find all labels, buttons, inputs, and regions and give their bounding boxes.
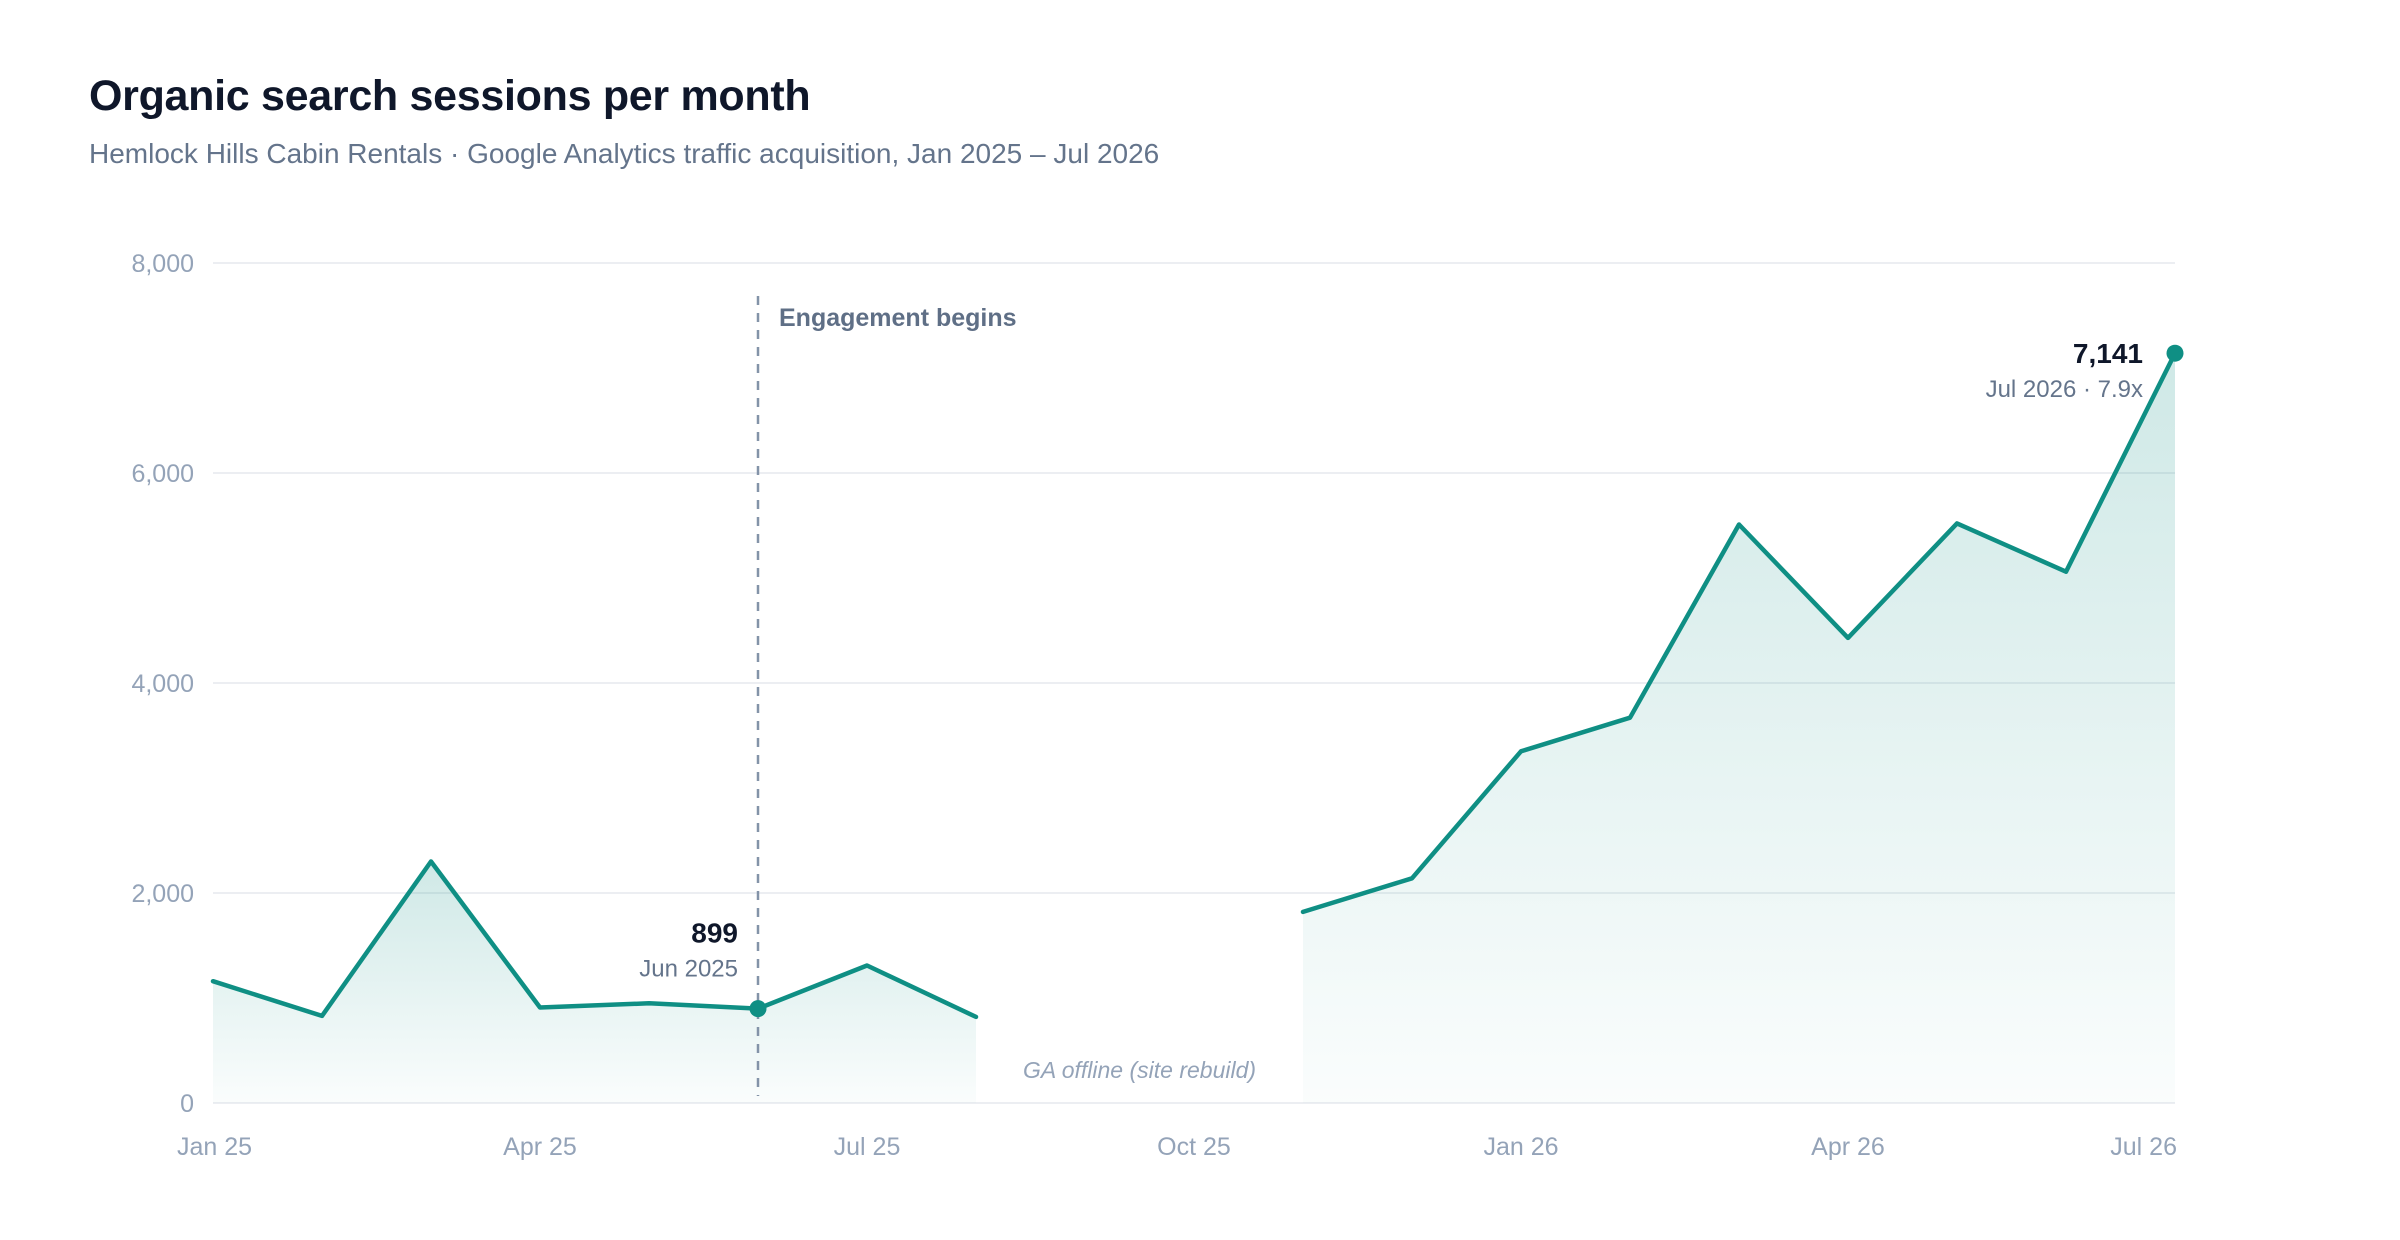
x-tick-label: Jul 25	[834, 1133, 901, 1161]
series-lines	[210, 350, 2178, 1020]
area-fill	[213, 353, 2175, 1103]
annotations: GA offline (site rebuild) 899 Jun 2025 7,14…	[639, 338, 2143, 1083]
x-tick-label: Jan 25	[177, 1133, 252, 1161]
x-axis: Jan 25 Apr 25 Jul 25 Oct 25 Jan 26 Apr 26 Jul …	[177, 1133, 2177, 1161]
gap-label: GA offline (site rebuild)	[1023, 1057, 1256, 1083]
start-point	[749, 1000, 767, 1018]
y-tick-label: 0	[180, 1090, 194, 1118]
end-value-label: 7,141	[2073, 338, 2143, 369]
series-line	[1300, 350, 2178, 915]
data-points	[749, 344, 2184, 1018]
x-tick-label: Oct 25	[1157, 1133, 1231, 1161]
y-tick-label: 2,000	[131, 880, 194, 908]
chart-subtitle: Hemlock Hills Cabin Rentals · Google Ana…	[89, 138, 1160, 169]
y-tick-label: 4,000	[131, 670, 194, 698]
x-tick-label: Jan 26	[1483, 1133, 1558, 1161]
chart-title: Organic search sessions per month	[89, 72, 811, 120]
area-segment	[1303, 353, 2175, 1103]
x-tick-label: Jul 26	[2110, 1133, 2177, 1161]
event-marker-label: Engagement begins	[779, 304, 1017, 332]
y-tick-label: 6,000	[131, 460, 194, 488]
start-date-label: Jun 2025	[639, 956, 738, 983]
event-marker: Engagement begins	[756, 296, 1017, 1096]
end-date-label: Jul 2026 · 7.9x	[1986, 376, 2143, 403]
y-axis: 0 2,000 4,000 6,000 8,000	[131, 250, 194, 1118]
x-tick-label: Apr 25	[503, 1133, 577, 1161]
y-tick-label: 8,000	[131, 250, 194, 278]
end-point	[2166, 344, 2184, 362]
series-line	[210, 859, 979, 1020]
area-segment	[213, 861, 976, 1103]
x-tick-label: Apr 26	[1811, 1133, 1885, 1161]
start-value-label: 899	[691, 918, 738, 949]
